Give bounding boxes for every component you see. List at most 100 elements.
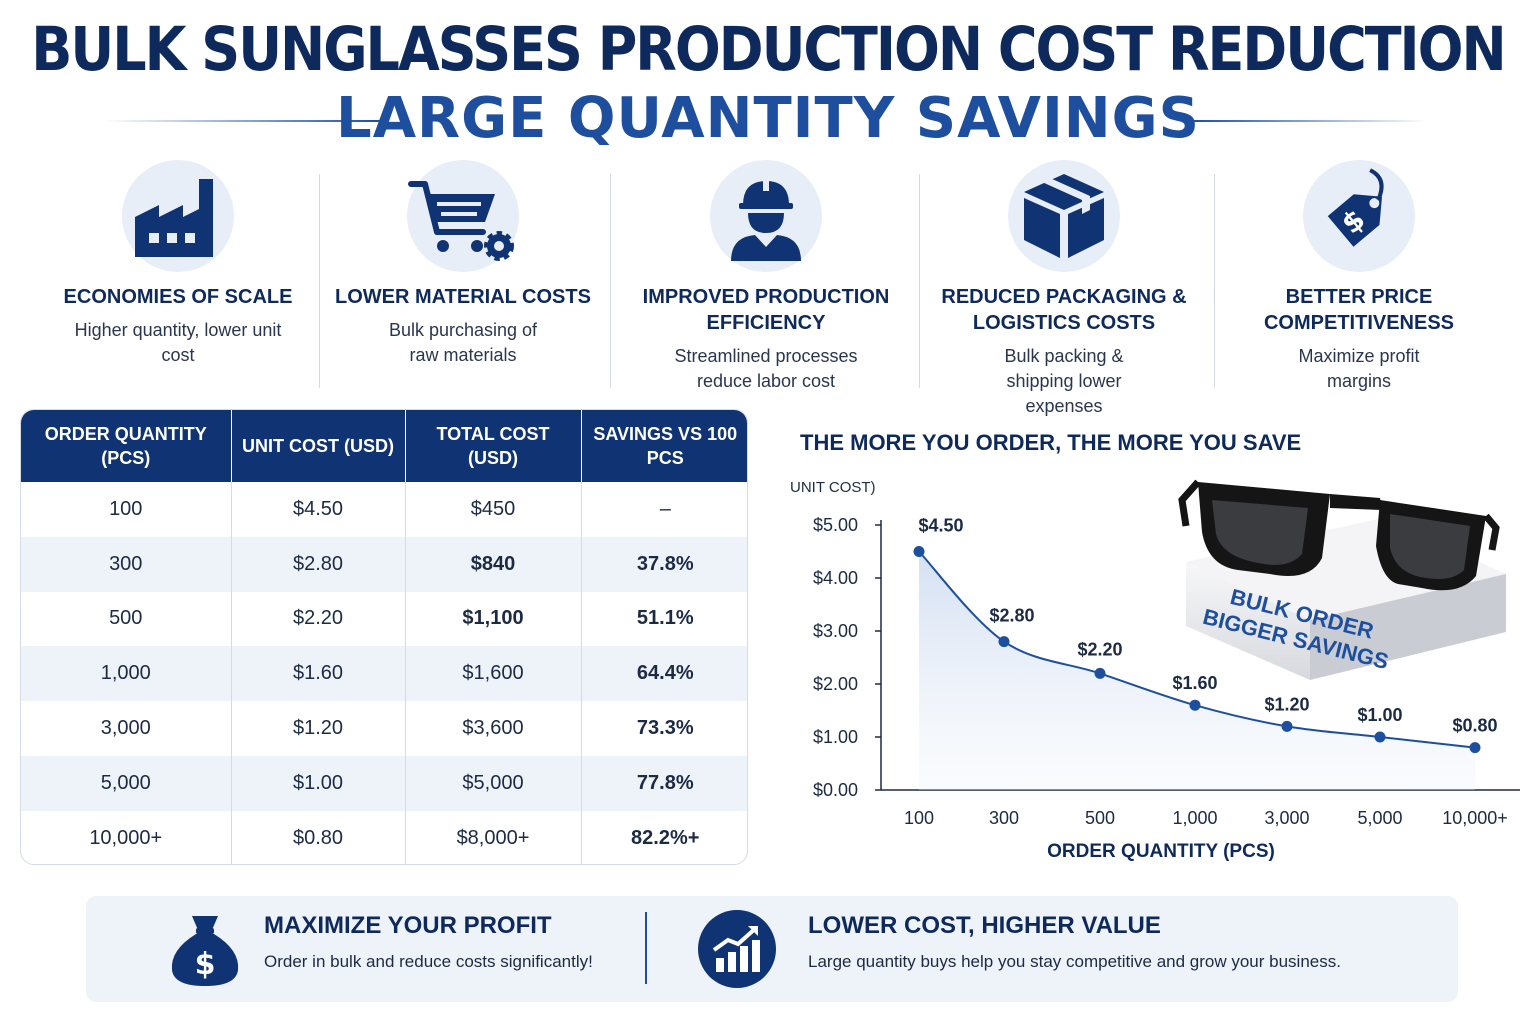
- cell-savings: 82.2%+: [631, 826, 700, 849]
- money-bag-icon: $: [166, 910, 244, 988]
- y-tick-label: $5.00: [813, 515, 858, 535]
- cell-savings: –: [659, 497, 671, 520]
- x-tick-label: 500: [1085, 808, 1115, 828]
- box-icon: [1008, 160, 1120, 272]
- cell-quantity: 300: [21, 536, 232, 592]
- cell-total-cost: $8,000+: [405, 810, 582, 864]
- data-label: $0.80: [1452, 716, 1497, 736]
- price-tag-icon: $: [1303, 160, 1415, 272]
- cell-quantity: 100: [21, 482, 232, 537]
- x-tick-label: 10,000+: [1442, 808, 1508, 828]
- feature-title: IMPROVED PRODUCTION EFFICIENCY: [642, 286, 890, 334]
- feature-desc: Bulk purchasing of raw materials: [388, 320, 538, 365]
- cell-savings: 77.8%: [636, 771, 694, 794]
- bottom-banner: $ MAXIMIZE YOUR PROFIT Order in bulk and…: [86, 896, 1458, 1002]
- data-point: [1189, 699, 1201, 711]
- data-point: [1469, 742, 1481, 754]
- data-point: [1281, 720, 1293, 732]
- feature-improved-production-efficiency: IMPROVED PRODUCTION EFFICIENCY Streamlin…: [621, 160, 911, 394]
- x-tick-label: 300: [989, 808, 1019, 828]
- divider: [610, 174, 611, 388]
- features-row: ECONOMIES OF SCALE Higher quantity, lowe…: [30, 160, 1506, 416]
- cell-quantity: 500: [21, 591, 232, 647]
- feature-better-price-competitiveness: $ BETTER PRICE COMPETITIVENESS Maximize …: [1214, 160, 1504, 394]
- cell-savings: 64.4%: [636, 662, 694, 685]
- feature-desc: Streamlined processes reduce labor cost: [674, 346, 858, 391]
- cell-quantity: 3,000: [21, 701, 232, 756]
- cell-total-cost: $1,100: [405, 591, 582, 647]
- data-label: $2.20: [1077, 639, 1122, 659]
- cell-unit-cost: $1.00: [231, 755, 406, 811]
- y-tick-label: $1.00: [813, 727, 858, 747]
- cell-quantity: 1,000: [21, 646, 232, 702]
- cell-unit-cost: $2.80: [231, 536, 406, 592]
- cell-quantity: 10,000+: [21, 810, 232, 864]
- page-title: BULK SUNGLASSES PRODUCTION COST REDUCTIO…: [31, 14, 1507, 85]
- cell-savings: 51.1%: [636, 607, 694, 630]
- svg-text:$: $: [195, 947, 216, 982]
- x-axis-label: ORDER QUANTITY (PCS): [1047, 841, 1275, 862]
- y-tick-label: $0.00: [813, 780, 858, 800]
- cell-unit-cost: $0.80: [231, 810, 406, 864]
- cell-unit-cost: $4.50: [231, 482, 406, 537]
- feature-title: BETTER PRICE COMPETITIVENESS: [1263, 286, 1455, 334]
- growth-chart-icon: [698, 910, 776, 988]
- cell-total-cost: $5,000: [405, 755, 582, 811]
- banner-right-desc: Large quantity buys help you stay compet…: [808, 952, 1341, 971]
- y-tick-label: $2.00: [813, 674, 858, 694]
- col-header-unit-cost: UNIT COST (USD): [231, 410, 406, 482]
- x-tick-label: 1,000: [1172, 808, 1217, 828]
- feature-desc: Bulk packing & shipping lower expenses: [1004, 346, 1124, 416]
- sunglasses-on-box-image: BULK ORDER BIGGER SAVINGS: [1178, 479, 1506, 680]
- table-row: 100 $4.50 $450 –: [21, 482, 747, 537]
- x-tick-label: 5,000: [1357, 808, 1402, 828]
- feature-title: REDUCED PACKAGING & LOGISTICS COSTS: [941, 286, 1187, 334]
- y-tick-label: $4.00: [813, 568, 858, 588]
- data-point: [913, 546, 925, 557]
- banner-left-title: MAXIMIZE YOUR PROFIT: [264, 912, 552, 939]
- data-label: $4.50: [918, 516, 963, 536]
- x-tick-label: 100: [904, 808, 934, 828]
- cell-total-cost: $840: [405, 536, 582, 592]
- col-header-quantity: ORDER QUANTITY (PCS): [21, 410, 232, 482]
- cart-gear-icon: [407, 160, 519, 272]
- data-point: [1374, 731, 1386, 743]
- feature-economies-of-scale: ECONOMIES OF SCALE Higher quantity, lowe…: [33, 160, 323, 368]
- divider: [1214, 174, 1215, 388]
- feature-lower-material-costs: LOWER MATERIAL COSTS Bulk purchasing of …: [318, 160, 608, 368]
- banner-right-title: LOWER COST, HIGHER VALUE: [808, 912, 1161, 939]
- feature-desc: Higher quantity, lower unit cost: [74, 320, 282, 365]
- data-label: $1.60: [1172, 673, 1217, 693]
- feature-title: LOWER MATERIAL COSTS: [335, 286, 591, 308]
- cell-savings: 37.8%: [636, 552, 694, 575]
- data-point: [998, 636, 1010, 648]
- cell-quantity: 5,000: [21, 755, 232, 811]
- cell-savings: 73.3%: [636, 717, 694, 740]
- table-row: 10,000+ $0.80 $8,000+ 82.2%+: [21, 810, 747, 864]
- series-area: [919, 551, 1475, 790]
- table-row: 3,000 $1.20 $3,600 73.3%: [21, 701, 747, 756]
- factory-icon: [122, 160, 234, 272]
- chart-title: THE MORE YOU ORDER, THE MORE YOU SAVE: [800, 430, 1302, 455]
- divider: [319, 174, 320, 388]
- cell-total-cost: $3,600: [405, 701, 582, 756]
- data-label: $1.20: [1264, 694, 1309, 714]
- feature-title: ECONOMIES OF SCALE: [63, 286, 293, 308]
- banner-left-desc: Order in bulk and reduce costs significa…: [264, 952, 593, 971]
- col-header-total-cost: TOTAL COST (USD): [405, 410, 582, 482]
- cost-table: ORDER QUANTITY (PCS) UNIT COST (USD) TOT…: [20, 409, 748, 865]
- y-axis-label: UNIT COST): [790, 479, 876, 496]
- cell-unit-cost: $2.20: [231, 591, 406, 647]
- page-subtitle: LARGE QUANTITY SAVINGS: [336, 86, 1200, 151]
- feature-reduced-packaging: REDUCED PACKAGING & LOGISTICS COSTS Bulk…: [919, 160, 1209, 419]
- col-header-savings: SAVINGS VS 100 PCS: [593, 424, 738, 468]
- data-point: [1094, 667, 1106, 679]
- unit-cost-chart: BULK ORDER BIGGER SAVINGS UNIT COST) $0.0…: [790, 479, 1520, 862]
- table-row: 5,000 $1.00 $5,000 77.8%: [21, 755, 747, 811]
- y-tick-label: $3.00: [813, 621, 858, 641]
- table-row: 1,000 $1.60 $1,600 64.4%: [21, 646, 747, 702]
- cell-total-cost: $1,600: [405, 646, 582, 702]
- x-tick-label: 3,000: [1264, 808, 1309, 828]
- divider: [919, 174, 920, 388]
- cell-unit-cost: $1.60: [231, 646, 406, 702]
